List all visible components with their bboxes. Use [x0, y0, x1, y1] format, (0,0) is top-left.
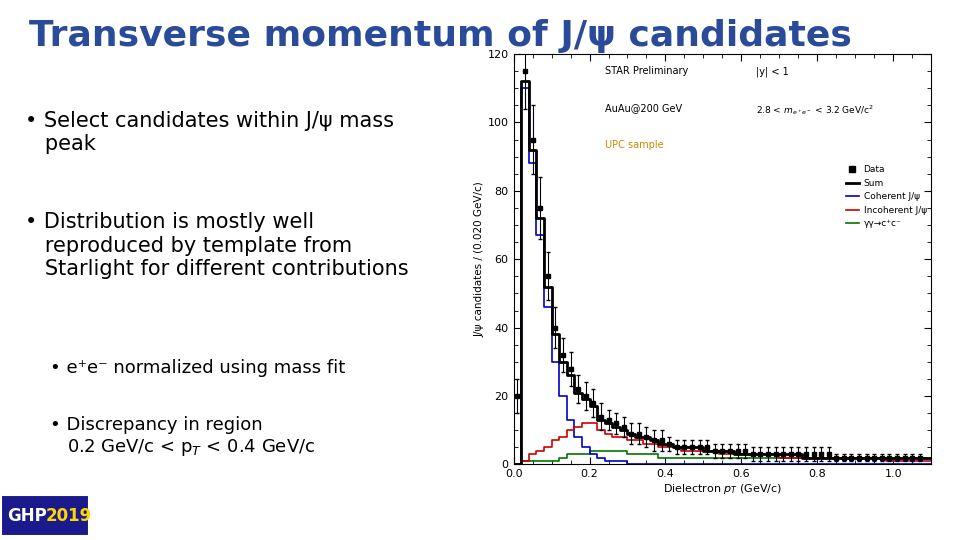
Text: AuAu@200 GeV: AuAu@200 GeV — [606, 103, 683, 113]
Text: J. Seger: J. Seger — [453, 509, 507, 523]
Text: |y| < 1: |y| < 1 — [756, 66, 788, 77]
Text: STAR Preliminary: STAR Preliminary — [606, 66, 688, 76]
X-axis label: Dielectron $p_T$ (GeV/c): Dielectron $p_T$ (GeV/c) — [662, 482, 782, 496]
FancyBboxPatch shape — [1, 495, 89, 536]
Text: April 11, 2019: April 11, 2019 — [99, 509, 193, 522]
Text: • Discrepancy in region
   0.2 GeV/c < p$_T$ < 0.4 GeV/c: • Discrepancy in region 0.2 GeV/c < p$_T… — [50, 416, 315, 458]
Text: 2.8 < $m_{e^+e^-}$ < 3.2 GeV/c$^2$: 2.8 < $m_{e^+e^-}$ < 3.2 GeV/c$^2$ — [756, 103, 874, 117]
Text: 2019: 2019 — [46, 507, 92, 525]
Text: UPC sample: UPC sample — [606, 140, 664, 150]
Text: • Distribution is mostly well
   reproduced by template from
   Starlight for di: • Distribution is mostly well reproduced… — [25, 212, 409, 279]
Text: • e⁺e⁻ normalized using mass fit: • e⁺e⁻ normalized using mass fit — [50, 359, 346, 376]
Text: • Select candidates within J/ψ mass
   peak: • Select candidates within J/ψ mass peak — [25, 111, 394, 154]
Legend: Data, Sum, Coherent J/ψ, Incoherent J/ψ, γγ→c⁺c⁻: Data, Sum, Coherent J/ψ, Incoherent J/ψ,… — [846, 165, 926, 228]
Text: 8/19: 8/19 — [901, 508, 936, 523]
Text: GHP: GHP — [7, 507, 46, 525]
Text: Transverse momentum of J/ψ candidates: Transverse momentum of J/ψ candidates — [29, 19, 852, 53]
Y-axis label: J/ψ candidates / (0.020 GeV/c): J/ψ candidates / (0.020 GeV/c) — [475, 181, 485, 337]
